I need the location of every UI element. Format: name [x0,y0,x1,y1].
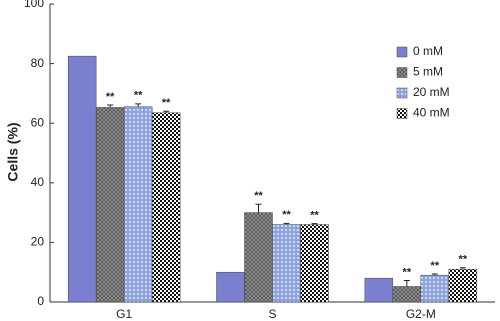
bar [216,271,245,303]
significance-label: ** [431,260,440,272]
legend-swatch [396,46,408,58]
bar [364,277,394,303]
y-tick-label: 80 [31,56,45,70]
significance-label: ** [310,210,319,222]
legend-label: 20 mM [413,85,450,99]
error-bar [107,104,114,108]
bar [67,55,97,303]
error-bar [163,110,170,113]
legend-swatch [396,87,408,99]
bar [244,212,273,303]
bar [272,224,301,303]
significance-label: ** [162,97,171,109]
error-bar [431,273,438,276]
error-bar [459,267,466,270]
error-bar [403,280,410,287]
bar [420,274,450,303]
bar [448,268,478,303]
x-tick-label: G2-M [406,307,436,321]
significance-label: ** [282,209,291,221]
bar [123,106,153,303]
error-bar [311,223,318,225]
y-axis-label: Cells (%) [5,122,21,181]
significance-label: ** [134,90,143,102]
error-bar [135,103,142,107]
error-bar [283,222,290,225]
significance-label: ** [403,266,412,278]
legend-label: 5 mM [413,65,443,79]
y-tick-label: 100 [24,0,44,10]
bar [392,286,422,303]
bar [95,107,125,303]
legend-label: 0 mM [413,44,443,58]
y-tick-label: 40 [31,175,45,189]
legend-swatch [396,67,408,78]
legend-swatch [396,108,408,119]
y-tick-label: 20 [31,235,45,249]
significance-label: ** [106,91,115,103]
bar [300,224,329,303]
bar [151,112,181,303]
x-tick-label: G1 [116,307,132,321]
x-tick-label: S [268,307,276,321]
legend-label: 40 mM [413,106,450,120]
y-tick-label: 0 [37,294,44,308]
error-bar [255,203,262,213]
significance-label: ** [459,254,468,266]
y-tick-label: 60 [31,115,45,129]
significance-label: ** [254,190,263,202]
